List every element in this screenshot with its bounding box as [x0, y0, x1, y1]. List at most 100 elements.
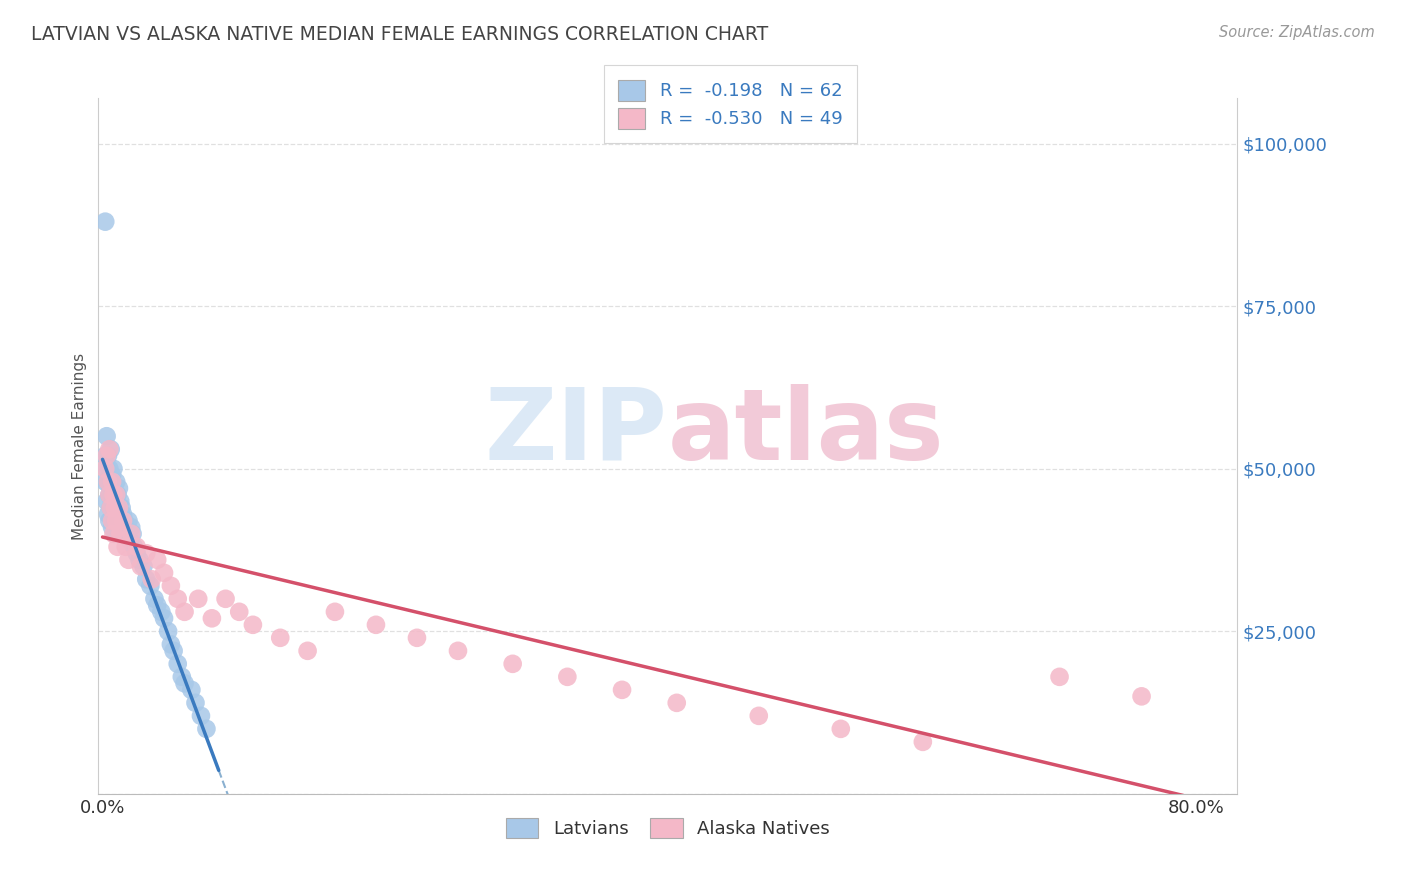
- Point: [129, 559, 152, 574]
- Point: [173, 605, 195, 619]
- Point: [97, 475, 120, 489]
- Text: LATVIAN VS ALASKA NATIVE MEDIAN FEMALE EARNINGS CORRELATION CHART: LATVIAN VS ALASKA NATIVE MEDIAN FEMALE E…: [31, 25, 768, 44]
- Point: [135, 572, 157, 586]
- Point: [112, 508, 135, 522]
- Point: [110, 514, 132, 528]
- Point: [117, 553, 139, 567]
- Point: [94, 215, 117, 229]
- Point: [323, 605, 346, 619]
- Point: [150, 605, 173, 619]
- Point: [125, 540, 148, 554]
- Point: [166, 591, 188, 606]
- Point: [96, 494, 118, 508]
- Point: [610, 682, 633, 697]
- Point: [153, 566, 176, 580]
- Point: [180, 682, 202, 697]
- Point: [103, 508, 125, 522]
- Point: [184, 696, 207, 710]
- Point: [665, 696, 688, 710]
- Point: [98, 442, 121, 457]
- Point: [447, 644, 470, 658]
- Point: [502, 657, 524, 671]
- Text: atlas: atlas: [668, 384, 945, 481]
- Point: [96, 462, 118, 476]
- Point: [1049, 670, 1071, 684]
- Point: [97, 475, 120, 489]
- Point: [103, 488, 125, 502]
- Point: [103, 462, 125, 476]
- Point: [128, 553, 150, 567]
- Point: [110, 494, 132, 508]
- Point: [108, 500, 131, 515]
- Point: [228, 605, 250, 619]
- Point: [103, 488, 125, 502]
- Point: [104, 494, 127, 508]
- Point: [170, 670, 193, 684]
- Point: [146, 553, 169, 567]
- Point: [1130, 690, 1153, 704]
- Point: [105, 488, 128, 502]
- Point: [101, 475, 124, 489]
- Point: [201, 611, 224, 625]
- Point: [98, 488, 121, 502]
- Point: [112, 514, 135, 528]
- Point: [364, 617, 387, 632]
- Point: [153, 611, 176, 625]
- Point: [125, 546, 148, 560]
- Point: [105, 514, 128, 528]
- Point: [112, 514, 135, 528]
- Point: [97, 449, 120, 463]
- Point: [115, 526, 138, 541]
- Point: [557, 670, 579, 684]
- Y-axis label: Median Female Earnings: Median Female Earnings: [72, 352, 87, 540]
- Point: [101, 468, 124, 483]
- Point: [135, 546, 157, 560]
- Point: [114, 520, 136, 534]
- Point: [214, 591, 236, 606]
- Point: [96, 449, 118, 463]
- Point: [104, 526, 127, 541]
- Point: [190, 709, 212, 723]
- Point: [120, 520, 142, 534]
- Point: [107, 488, 129, 502]
- Point: [105, 514, 128, 528]
- Point: [187, 591, 209, 606]
- Point: [157, 624, 180, 639]
- Point: [141, 572, 163, 586]
- Point: [146, 599, 169, 613]
- Point: [269, 631, 291, 645]
- Point: [105, 500, 128, 515]
- Point: [108, 508, 131, 522]
- Point: [160, 579, 183, 593]
- Point: [107, 520, 129, 534]
- Point: [114, 540, 136, 554]
- Point: [120, 526, 142, 541]
- Point: [111, 526, 134, 541]
- Point: [242, 617, 264, 632]
- Point: [173, 676, 195, 690]
- Point: [98, 488, 121, 502]
- Point: [162, 644, 184, 658]
- Point: [830, 722, 852, 736]
- Point: [111, 500, 134, 515]
- Text: Source: ZipAtlas.com: Source: ZipAtlas.com: [1219, 25, 1375, 40]
- Point: [101, 520, 124, 534]
- Point: [122, 540, 145, 554]
- Point: [911, 735, 934, 749]
- Point: [104, 500, 127, 515]
- Point: [108, 481, 131, 495]
- Point: [94, 462, 117, 476]
- Point: [748, 709, 770, 723]
- Point: [105, 475, 128, 489]
- Point: [94, 449, 117, 463]
- Point: [107, 540, 129, 554]
- Point: [121, 526, 143, 541]
- Point: [117, 514, 139, 528]
- Point: [110, 526, 132, 541]
- Point: [98, 514, 121, 528]
- Point: [100, 442, 122, 457]
- Point: [139, 579, 162, 593]
- Point: [103, 526, 125, 541]
- Point: [100, 500, 122, 515]
- Point: [166, 657, 188, 671]
